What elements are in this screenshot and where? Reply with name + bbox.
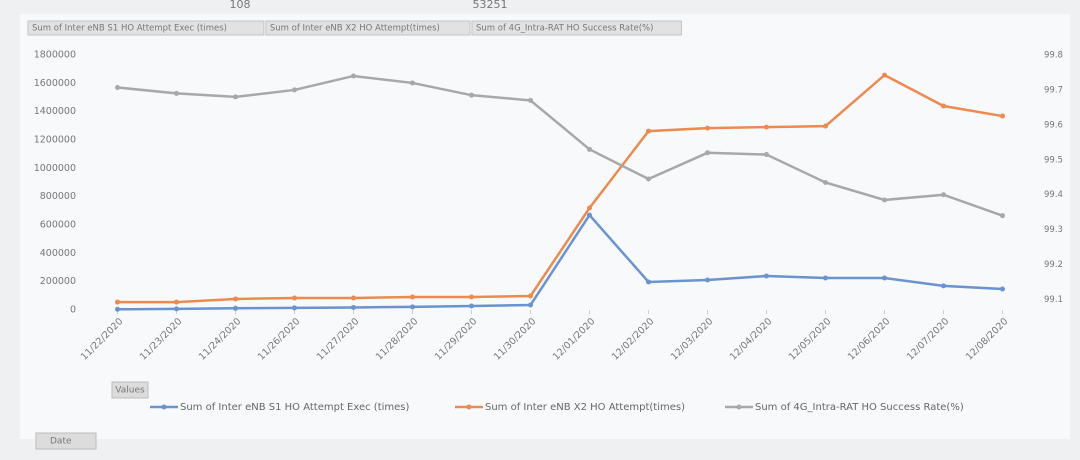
values-button-label: Values (115, 386, 145, 396)
point (882, 275, 887, 281)
legend-label: Sum of Inter eNB S1 HO Attempt Exec (tim… (180, 402, 410, 413)
y2-tick-label: 99.2 (1044, 260, 1063, 270)
field-button[interactable] (265, 20, 471, 36)
y-tick-label: 1000000 (34, 163, 76, 174)
point (764, 124, 769, 130)
point (528, 293, 533, 299)
legend-label: Sum of Inter eNB X2 HO Attempt(times) (485, 402, 685, 413)
y-tick-label: 1800000 (34, 50, 76, 61)
point (941, 103, 946, 109)
legend-marker (161, 404, 167, 410)
cell-value: 108 (230, 0, 251, 11)
y-tick-label: 600000 (40, 220, 76, 231)
series-line (117, 213, 1003, 311)
point (410, 294, 415, 300)
point (469, 303, 474, 309)
y2-tick-label: 99.8 (1044, 51, 1063, 61)
point (115, 306, 120, 312)
point (351, 304, 356, 310)
point (233, 296, 238, 302)
point (764, 273, 769, 279)
point (646, 279, 651, 285)
y2-tick-label: 99.5 (1044, 155, 1063, 165)
y-tick-label: 0 (70, 305, 76, 316)
point (115, 84, 120, 90)
point (1000, 113, 1005, 119)
field-button-label: Sum of 4G_Intra-RAT HO Success Rate(%) (476, 24, 653, 34)
point (410, 80, 415, 86)
point (646, 128, 651, 134)
y-tick-label: 200000 (40, 276, 76, 287)
chart-area (20, 14, 1070, 439)
point (646, 176, 651, 182)
point (587, 146, 592, 152)
legend-marker (736, 404, 742, 410)
y-tick-label: 1400000 (34, 106, 76, 117)
point (528, 302, 533, 308)
point (823, 123, 828, 129)
point (351, 295, 356, 301)
y2-tick-label: 99.7 (1044, 85, 1063, 95)
legend-marker (466, 404, 472, 410)
values-button[interactable] (111, 381, 149, 399)
field-button[interactable] (471, 20, 682, 36)
point (941, 283, 946, 289)
point (705, 277, 710, 283)
point (1000, 286, 1005, 292)
field-button-label: Sum of Inter eNB X2 HO Attempt(times) (270, 24, 440, 34)
point (410, 304, 415, 310)
point (941, 192, 946, 198)
y-tick-label: 400000 (40, 248, 76, 259)
point (233, 305, 238, 311)
point (115, 299, 120, 305)
y-tick-label: 1200000 (34, 135, 76, 146)
y2-tick-label: 99.4 (1044, 190, 1063, 200)
point (764, 152, 769, 158)
point (587, 212, 592, 218)
date-button[interactable] (35, 432, 97, 450)
field-button[interactable] (27, 20, 265, 36)
cell-value: 53251 (473, 0, 508, 11)
point (174, 90, 179, 96)
point (823, 180, 828, 185)
point (292, 305, 297, 311)
legend-label: Sum of 4G_Intra-RAT HO Success Rate(%) (755, 402, 964, 413)
point (469, 294, 474, 300)
y2-tick-label: 99.3 (1044, 225, 1063, 235)
series-line (117, 74, 1003, 217)
point (233, 94, 238, 100)
point (882, 197, 887, 203)
point (528, 97, 533, 103)
series-line (117, 73, 1003, 304)
point (882, 72, 887, 78)
point (292, 295, 297, 301)
point (705, 125, 710, 131)
point (587, 205, 592, 211)
y-tick-label: 800000 (40, 191, 76, 202)
point (823, 275, 828, 281)
y-tick-label: 1600000 (34, 78, 76, 89)
date-button-label: Date (50, 437, 72, 447)
point (705, 150, 710, 156)
point (469, 92, 474, 98)
point (1000, 213, 1005, 219)
point (292, 87, 297, 93)
point (174, 299, 179, 305)
field-button-label: Sum of Inter eNB S1 HO Attempt Exec (tim… (32, 24, 227, 34)
y2-tick-label: 99.6 (1044, 120, 1063, 130)
point (174, 306, 179, 312)
point (351, 73, 356, 79)
y2-tick-label: 99.1 (1044, 295, 1063, 305)
